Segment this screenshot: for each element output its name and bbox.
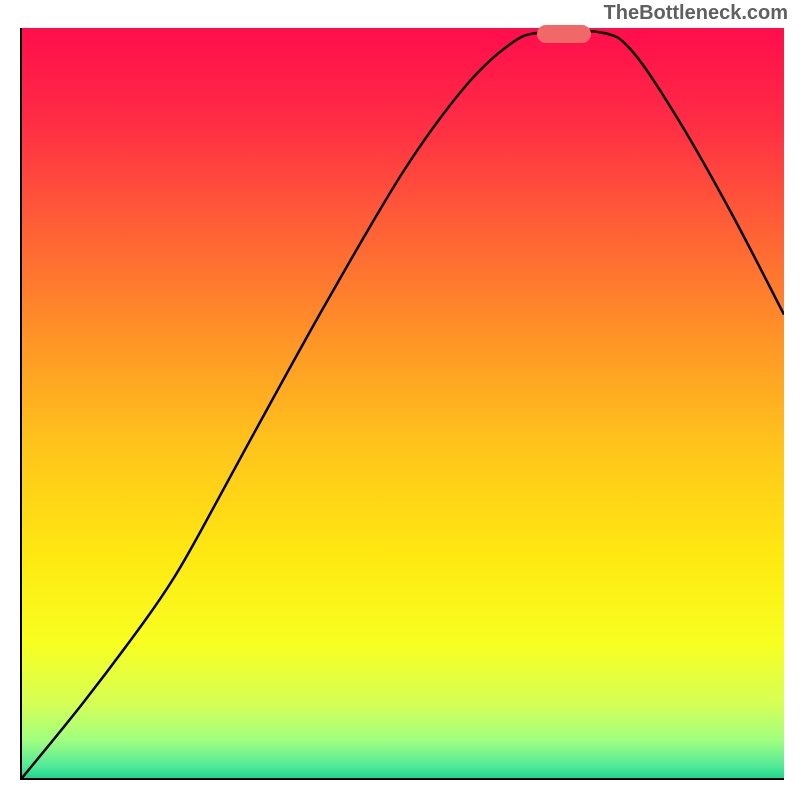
plot-area [20,28,784,780]
bottleneck-curve [22,28,784,778]
watermark-text: TheBottleneck.com [604,2,788,25]
optimal-marker [537,25,591,43]
